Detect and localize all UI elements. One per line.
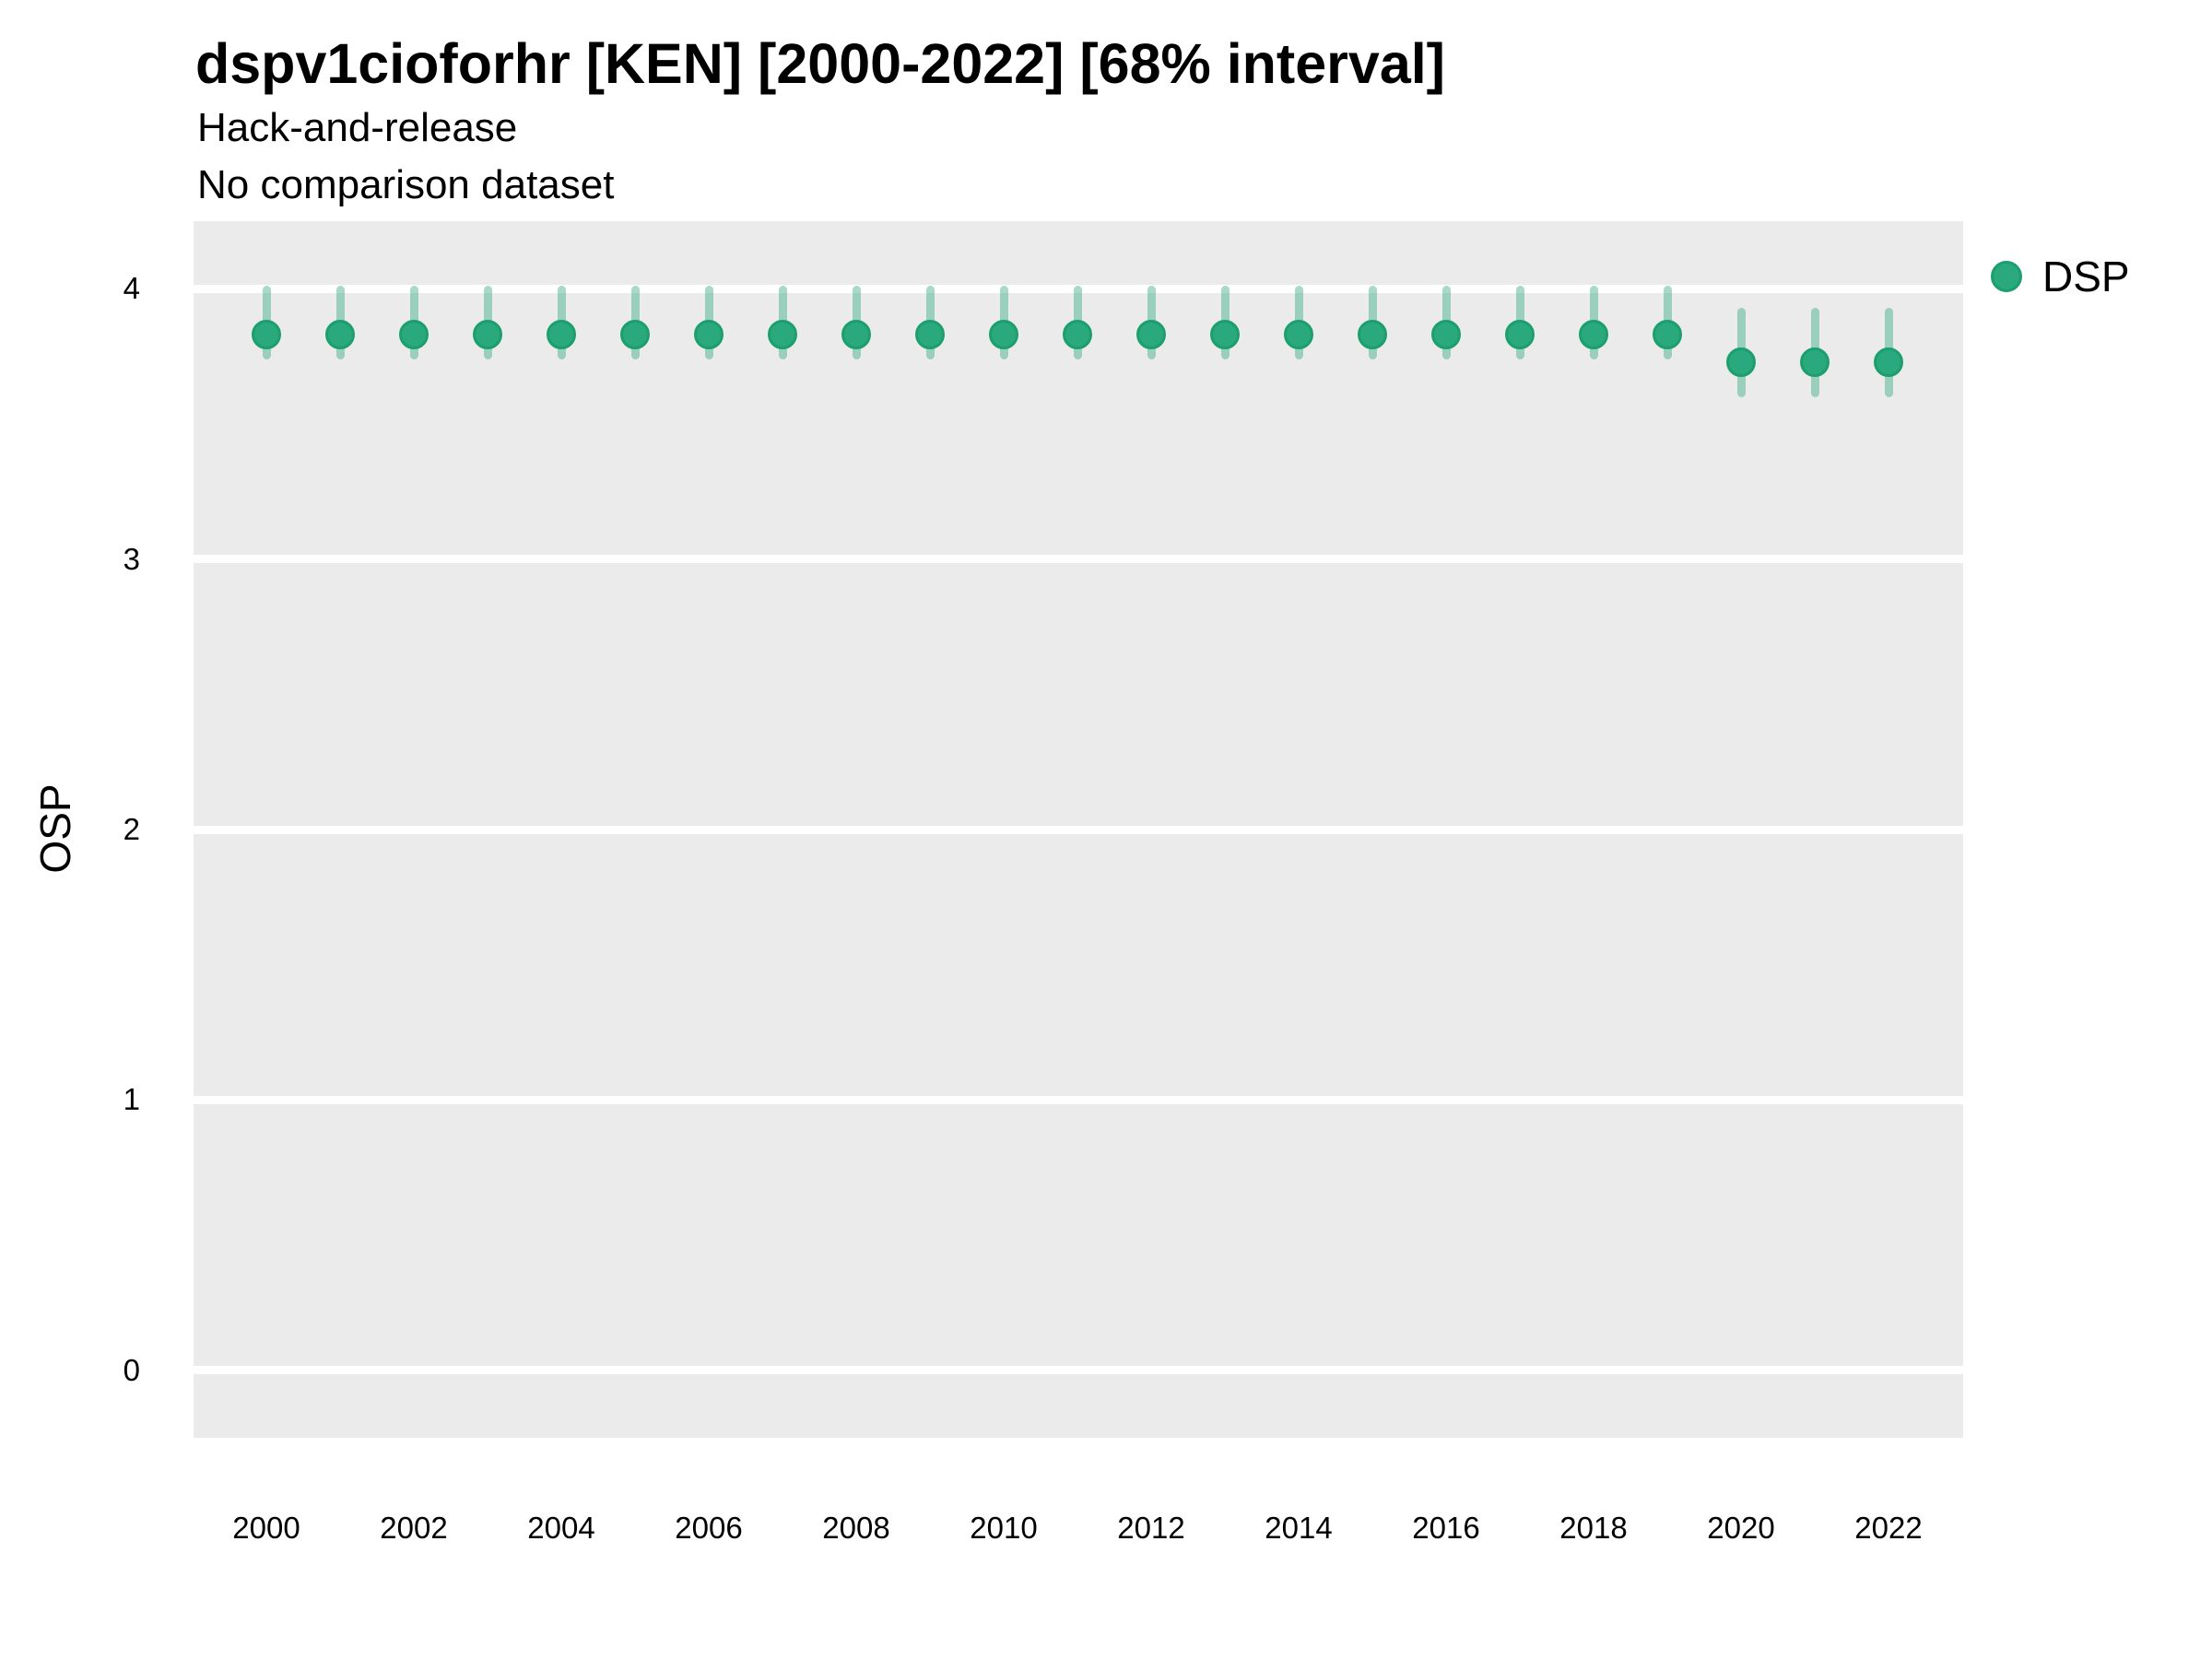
- x-tick-label-2000: 2000: [232, 1511, 300, 1545]
- data-point-2012: [1136, 320, 1166, 350]
- chart-subtitle-line2: No comparison dataset: [197, 162, 615, 207]
- y-tick-label-4: 4: [123, 271, 140, 306]
- data-point-2007: [768, 320, 797, 350]
- gridline-y-4: [194, 284, 1963, 293]
- data-point-2006: [694, 320, 724, 350]
- data-point-2013: [1210, 320, 1240, 350]
- x-tick-label-2020: 2020: [1707, 1511, 1775, 1545]
- y-tick-label-3: 3: [123, 541, 140, 576]
- x-tick-label-2014: 2014: [1265, 1511, 1333, 1545]
- legend-point-icon: [1991, 261, 2022, 292]
- data-point-2014: [1284, 320, 1313, 350]
- data-point-2011: [1063, 320, 1092, 350]
- y-tick-label-0: 0: [123, 1352, 140, 1387]
- x-tick-label-2018: 2018: [1559, 1511, 1628, 1545]
- data-point-2021: [1800, 347, 1830, 377]
- x-tick-label-2008: 2008: [822, 1511, 890, 1545]
- data-point-2000: [252, 320, 281, 350]
- data-point-2004: [547, 320, 576, 350]
- chart-title: dspv1cioforhr [KEN] [2000-2022] [68% int…: [195, 32, 1445, 95]
- data-point-2022: [1874, 347, 1903, 377]
- chart-subtitle-line1: Hack-and-release: [197, 105, 518, 150]
- data-point-2010: [989, 320, 1018, 350]
- data-point-2003: [473, 320, 502, 350]
- data-point-2017: [1505, 320, 1535, 350]
- x-tick-label-2010: 2010: [970, 1511, 1038, 1545]
- gridline-y-0: [194, 1366, 1963, 1375]
- data-point-2015: [1358, 320, 1387, 350]
- x-tick-label-2022: 2022: [1854, 1511, 1923, 1545]
- data-point-2005: [620, 320, 650, 350]
- data-point-2020: [1726, 347, 1756, 377]
- x-tick-label-2012: 2012: [1117, 1511, 1185, 1545]
- data-point-2008: [841, 320, 871, 350]
- data-point-2019: [1653, 320, 1682, 350]
- legend: DSP: [1991, 251, 2130, 302]
- gridline-y-1: [194, 1095, 1963, 1104]
- legend-label-dsp: DSP: [2042, 253, 2130, 300]
- y-axis-title: OSP: [31, 783, 79, 874]
- data-point-2002: [399, 320, 429, 350]
- gridline-y-2: [194, 825, 1963, 834]
- data-point-2009: [915, 320, 945, 350]
- y-tick-label-2: 2: [123, 812, 140, 846]
- gridline-y-3: [194, 555, 1963, 564]
- y-tick-label-1: 1: [123, 1082, 140, 1117]
- data-point-2018: [1579, 320, 1608, 350]
- data-point-2001: [325, 320, 355, 350]
- x-tick-label-2004: 2004: [527, 1511, 595, 1545]
- plot-panel: [194, 221, 1963, 1438]
- x-tick-label-2016: 2016: [1412, 1511, 1480, 1545]
- x-tick-label-2002: 2002: [380, 1511, 448, 1545]
- data-point-2016: [1431, 320, 1461, 350]
- x-tick-label-2006: 2006: [675, 1511, 743, 1545]
